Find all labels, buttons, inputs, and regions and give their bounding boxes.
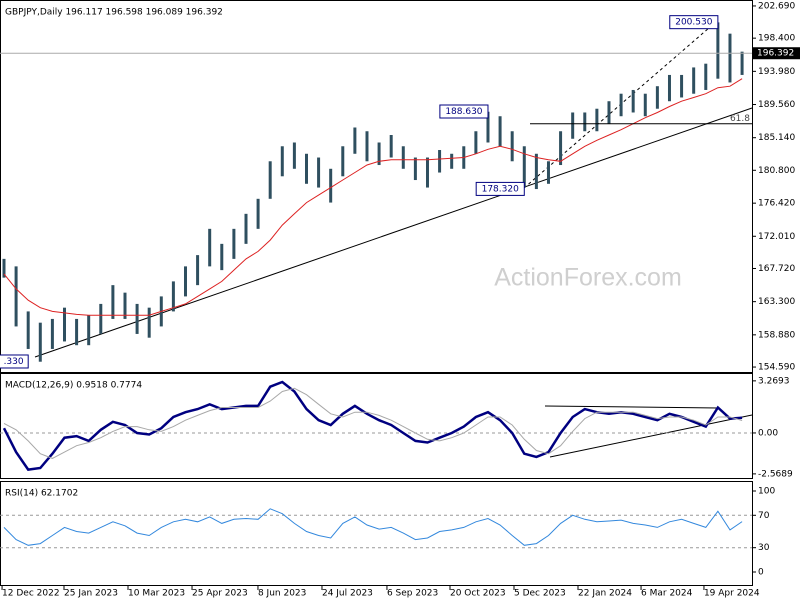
y-tick-label: 154.590 xyxy=(758,363,795,373)
series-line xyxy=(2,380,743,471)
x-tick-label: 22 Jan 2024 xyxy=(578,589,632,599)
trend-line xyxy=(34,107,753,358)
y-tick-label: 172.010 xyxy=(758,232,795,242)
y-tick-label: 185.140 xyxy=(758,133,795,143)
panel-title: RSI(14) 62.1702 xyxy=(5,489,78,499)
fib-label: 61.8 xyxy=(730,114,750,124)
y-tick-label: 189.560 xyxy=(758,100,795,110)
price-annotation: 200.530 xyxy=(675,18,712,28)
y-tick-label: 100 xyxy=(758,486,775,496)
price-annotation-box xyxy=(669,15,719,30)
price-annotation-box xyxy=(439,104,489,119)
macd-panel xyxy=(0,373,753,479)
x-tick-label: 6 Sep 2023 xyxy=(387,589,438,599)
y-tick-label: 158.880 xyxy=(758,330,795,340)
price-annotation-box xyxy=(475,181,525,196)
y-tick-label: 198.400 xyxy=(758,34,795,44)
series-line xyxy=(3,508,743,546)
y-tick-label: 193.980 xyxy=(758,67,795,77)
price-annotation: 188.630 xyxy=(445,107,482,117)
x-tick-label: 25 Jan 2023 xyxy=(64,589,118,599)
y-tick-label: 180.800 xyxy=(758,166,795,176)
price-annotation: 178.320 xyxy=(482,184,519,194)
y-tick-label: 202.690 xyxy=(758,1,795,11)
panel-title: GBPJPY,Daily 196.117 196.598 196.089 196… xyxy=(5,8,223,18)
series-line xyxy=(3,387,743,459)
x-tick-label: 5 Dec 2023 xyxy=(514,589,566,599)
watermark: ActionForex.com xyxy=(494,264,682,292)
y-tick-label: 3.2693 xyxy=(758,376,790,386)
x-tick-label: 19 Apr 2024 xyxy=(704,589,760,599)
macd-resistance xyxy=(544,405,719,409)
x-tick-label: 25 Apr 2023 xyxy=(192,589,248,599)
x-tick-label: 10 Mar 2023 xyxy=(128,589,185,599)
x-tick-label: 24 Jul 2023 xyxy=(322,589,373,599)
last-price-label: 196.392 xyxy=(757,49,794,59)
x-tick-label: 8 Jun 2023 xyxy=(258,589,306,599)
y-tick-label: -2.5689 xyxy=(758,469,793,479)
y-tick-label: 163.300 xyxy=(758,297,795,307)
rsi-panel xyxy=(0,481,753,586)
y-tick-label: 70 xyxy=(758,511,770,521)
macd-support xyxy=(549,414,753,458)
x-tick-label: 6 Mar 2024 xyxy=(641,589,693,599)
last-price-box xyxy=(753,47,800,60)
panel-title: MACD(12,26,9) 0.9518 0.7774 xyxy=(5,381,142,391)
x-tick-label: 12 Dec 2022 xyxy=(2,589,60,599)
y-tick-label: 0.00 xyxy=(758,428,778,438)
price-panel xyxy=(0,0,753,373)
y-tick-label: 176.420 xyxy=(758,199,795,209)
y-tick-label: 167.720 xyxy=(758,264,795,274)
price-annotation-box xyxy=(0,354,29,369)
price-annotation: .330 xyxy=(4,357,24,367)
series-line xyxy=(3,78,743,316)
x-tick-label: 20 Oct 2023 xyxy=(450,589,506,599)
y-tick-label: 0 xyxy=(758,567,764,577)
y-tick-label: 30 xyxy=(758,543,770,553)
